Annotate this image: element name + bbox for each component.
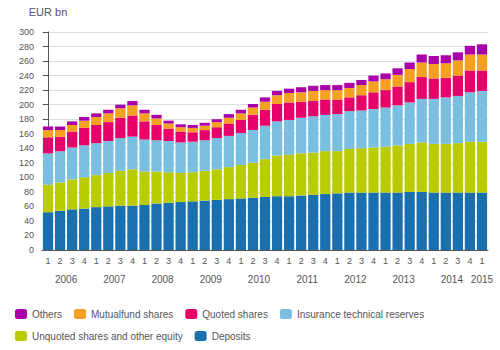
- svg-text:4: 4: [467, 256, 472, 266]
- svg-text:140: 140: [19, 143, 34, 153]
- svg-text:60: 60: [24, 201, 34, 211]
- svg-text:2010: 2010: [248, 274, 271, 285]
- svg-text:200: 200: [19, 100, 34, 110]
- svg-text:80: 80: [24, 187, 34, 197]
- svg-text:4: 4: [275, 256, 280, 266]
- svg-text:2011: 2011: [296, 274, 318, 285]
- svg-text:3: 3: [359, 256, 364, 266]
- svg-text:2: 2: [395, 256, 400, 266]
- svg-text:2: 2: [106, 256, 111, 266]
- svg-text:Unquoted shares and other equi: Unquoted shares and other equity: [32, 331, 183, 342]
- svg-text:3: 3: [262, 256, 267, 266]
- svg-text:1: 1: [479, 256, 484, 266]
- svg-text:2008: 2008: [151, 274, 174, 285]
- svg-text:2014: 2014: [441, 274, 464, 285]
- svg-text:1: 1: [46, 256, 51, 266]
- svg-text:EUR bn: EUR bn: [29, 6, 68, 18]
- svg-text:2006: 2006: [55, 274, 78, 285]
- svg-text:240: 240: [19, 71, 34, 81]
- svg-text:2015: 2015: [471, 274, 494, 285]
- svg-text:3: 3: [214, 256, 219, 266]
- svg-text:2: 2: [202, 256, 207, 266]
- svg-text:4: 4: [178, 256, 183, 266]
- svg-text:1: 1: [287, 256, 292, 266]
- svg-text:1: 1: [190, 256, 195, 266]
- svg-text:3: 3: [70, 256, 75, 266]
- svg-text:180: 180: [19, 114, 34, 124]
- svg-text:1: 1: [238, 256, 243, 266]
- svg-text:2: 2: [299, 256, 304, 266]
- svg-text:4: 4: [226, 256, 231, 266]
- svg-text:3: 3: [407, 256, 412, 266]
- svg-text:2012: 2012: [344, 274, 367, 285]
- svg-text:2013: 2013: [392, 274, 415, 285]
- svg-text:1: 1: [94, 256, 99, 266]
- svg-text:2007: 2007: [103, 274, 126, 285]
- svg-text:4: 4: [82, 256, 87, 266]
- svg-text:160: 160: [19, 129, 34, 139]
- svg-text:2: 2: [154, 256, 159, 266]
- svg-text:4: 4: [323, 256, 328, 266]
- svg-text:Insurance technical reserves: Insurance technical reserves: [297, 309, 424, 320]
- svg-text:120: 120: [19, 158, 34, 168]
- svg-text:2: 2: [58, 256, 63, 266]
- svg-text:20: 20: [24, 230, 34, 240]
- svg-text:220: 220: [19, 85, 34, 95]
- svg-text:3: 3: [311, 256, 316, 266]
- svg-text:300: 300: [19, 27, 34, 37]
- svg-text:260: 260: [19, 56, 34, 66]
- svg-text:Deposits: Deposits: [212, 331, 251, 342]
- svg-text:4: 4: [419, 256, 424, 266]
- svg-text:3: 3: [166, 256, 171, 266]
- svg-text:3: 3: [455, 256, 460, 266]
- svg-text:1: 1: [383, 256, 388, 266]
- svg-text:2: 2: [347, 256, 352, 266]
- svg-text:280: 280: [19, 42, 34, 52]
- svg-text:1: 1: [431, 256, 436, 266]
- svg-text:0: 0: [29, 245, 34, 255]
- svg-text:4: 4: [130, 256, 135, 266]
- svg-text:2: 2: [250, 256, 255, 266]
- svg-text:Quoted shares: Quoted shares: [202, 309, 268, 320]
- svg-text:Others: Others: [32, 309, 62, 320]
- svg-text:1: 1: [335, 256, 340, 266]
- svg-text:4: 4: [371, 256, 376, 266]
- svg-text:100: 100: [19, 172, 34, 182]
- svg-text:40: 40: [24, 216, 34, 226]
- svg-text:2: 2: [443, 256, 448, 266]
- svg-text:2009: 2009: [200, 274, 223, 285]
- svg-text:1: 1: [142, 256, 147, 266]
- svg-text:Mutualfund shares: Mutualfund shares: [91, 309, 173, 320]
- svg-text:3: 3: [118, 256, 123, 266]
